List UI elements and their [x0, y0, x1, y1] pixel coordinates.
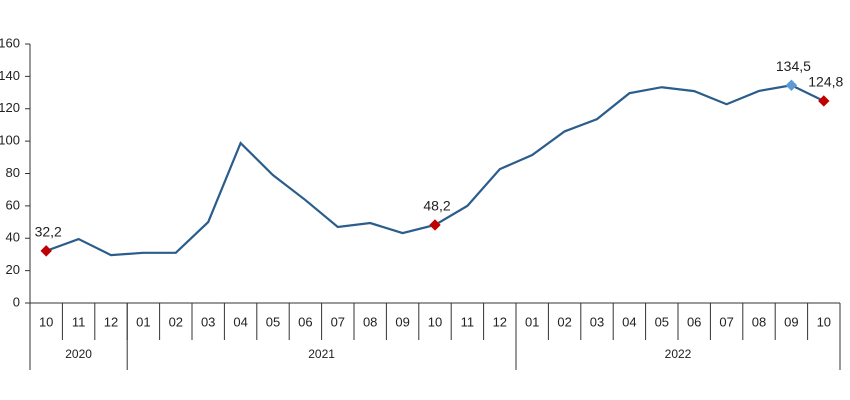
y-tick-label: 140	[0, 68, 20, 83]
y-tick-label: 120	[0, 100, 20, 115]
y-tick-label: 40	[6, 230, 20, 245]
x-tick-label: 12	[493, 314, 507, 329]
x-tick-label: 04	[622, 314, 636, 329]
x-tick-label: 05	[266, 314, 280, 329]
x-tick-label: 08	[363, 314, 377, 329]
x-tick-label: 10	[39, 314, 53, 329]
x-tick-label: 05	[655, 314, 669, 329]
data-label: 32,2	[35, 224, 62, 240]
data-label: 124,8	[808, 74, 843, 90]
group-label: 2022	[665, 347, 692, 361]
group-label: 2021	[308, 347, 335, 361]
x-tick-label: 11	[72, 314, 86, 329]
x-tick-label: 10	[428, 314, 442, 329]
group-label: 2020	[65, 347, 92, 361]
data-label: 134,5	[776, 58, 811, 74]
y-tick-label: 100	[0, 133, 20, 148]
x-tick-label: 07	[719, 314, 733, 329]
x-tick-label: 10	[817, 314, 831, 329]
x-tick-label: 03	[590, 314, 604, 329]
x-tick-label: 01	[136, 314, 150, 329]
x-tick-label: 07	[331, 314, 345, 329]
x-tick-label: 12	[104, 314, 118, 329]
data-label: 48,2	[423, 198, 450, 214]
y-tick-label: 160	[0, 35, 20, 50]
x-tick-label: 03	[201, 314, 215, 329]
x-tick-label: 09	[784, 314, 798, 329]
point-marker	[40, 245, 52, 257]
y-tick-label: 0	[13, 294, 20, 309]
x-tick-label: 11	[461, 314, 475, 329]
x-tick-label: 06	[298, 314, 312, 329]
x-tick-label: 01	[525, 314, 539, 329]
x-tick-label: 08	[752, 314, 766, 329]
y-tick-label: 20	[6, 262, 20, 277]
y-tick-label: 60	[6, 197, 20, 212]
point-marker	[429, 219, 441, 231]
x-tick-label: 02	[557, 314, 571, 329]
x-tick-label: 06	[687, 314, 701, 329]
x-tick-label: 04	[233, 314, 247, 329]
point-marker	[818, 95, 830, 107]
y-tick-label: 80	[6, 165, 20, 180]
point-marker	[785, 79, 798, 91]
x-tick-label: 02	[169, 314, 183, 329]
x-tick-label: 09	[395, 314, 409, 329]
